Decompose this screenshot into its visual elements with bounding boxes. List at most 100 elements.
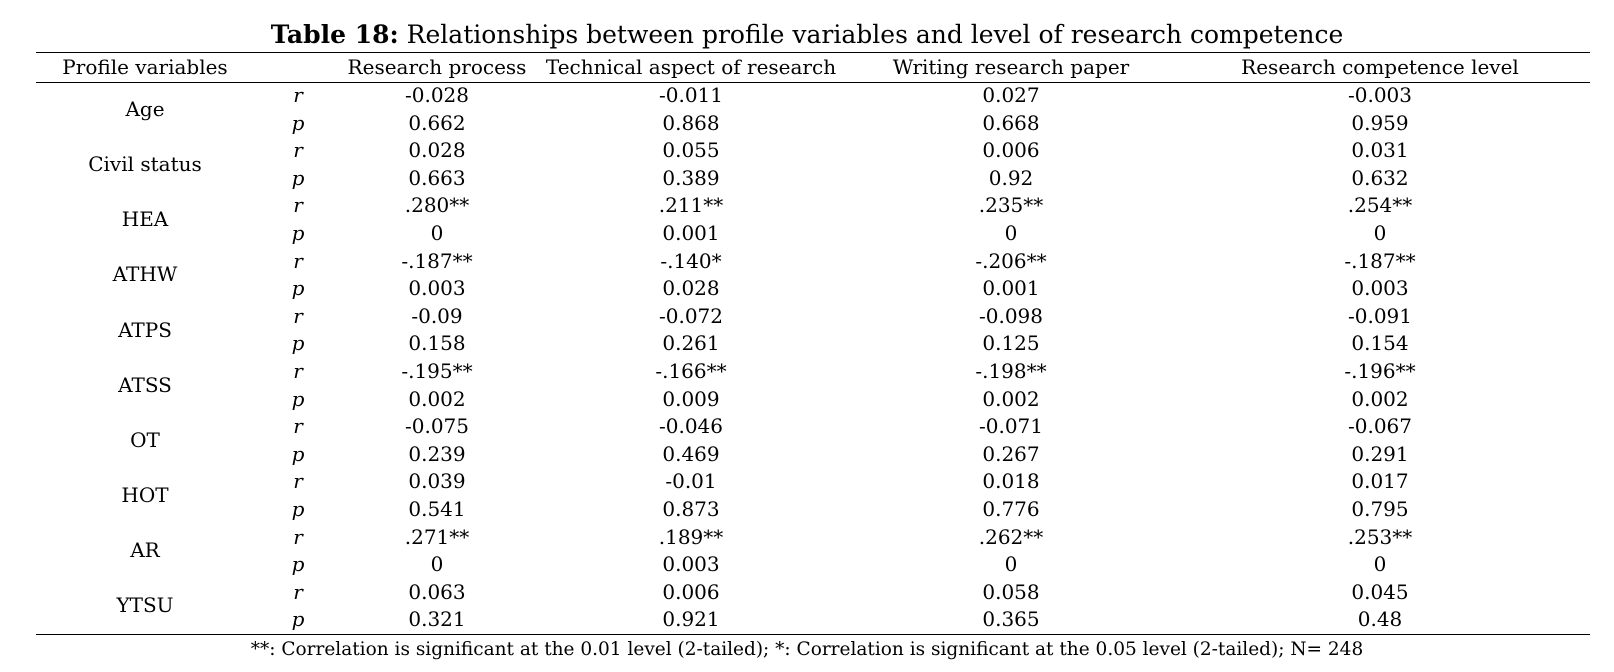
p-value-cell: 0.365 xyxy=(982,607,1040,632)
r-value-cell: 0.058 xyxy=(982,579,1040,604)
p-value-cell: 0.663 xyxy=(408,165,466,190)
table-row: p 0.158 0.261 0.125 0.154 xyxy=(36,330,1590,358)
r-value-cell: -.195** xyxy=(401,358,473,383)
p-value-cell: 0.321 xyxy=(408,607,466,632)
p-value-cell: 0.009 xyxy=(662,386,720,411)
r-value-cell: -0.071 xyxy=(978,414,1043,439)
p-value-cell: 0.158 xyxy=(408,331,466,356)
p-value-cell: 0.662 xyxy=(408,110,466,135)
p-stat-label: p xyxy=(291,165,305,190)
r-value-cell: 0.045 xyxy=(1351,579,1409,604)
profile-variable-cell: ATPS xyxy=(118,317,172,342)
p-stat-label: p xyxy=(291,220,305,245)
r-value-cell: -0.028 xyxy=(404,83,469,107)
r-value-cell: .253** xyxy=(1347,524,1413,549)
stat-label-cell: r xyxy=(254,413,344,441)
p-value-cell: 0.003 xyxy=(662,552,720,577)
table-row: p 0.002 0.009 0.002 0.002 xyxy=(36,386,1590,414)
r-stat-label: r xyxy=(293,414,303,439)
p-value-cell: 0.921 xyxy=(662,607,720,632)
p-value-cell: 0.959 xyxy=(1351,110,1409,135)
r-value-cell: 0.006 xyxy=(662,579,720,604)
table-row: ATHW r -.187** -.140* -.206** -.187** xyxy=(36,248,1590,287)
table-row: p 0.662 0.868 0.668 0.959 xyxy=(36,110,1590,138)
p-value-cell: 0.002 xyxy=(1351,386,1409,411)
table-row: p 0 0.001 0 0 xyxy=(36,220,1590,248)
p-value-cell: 0.002 xyxy=(408,386,466,411)
p-value-cell: 0.632 xyxy=(1351,165,1409,190)
stat-label-cell: p xyxy=(254,275,344,303)
table-bottom-rule xyxy=(36,634,1590,635)
stat-label-cell: p xyxy=(254,441,344,469)
r-stat-label: r xyxy=(293,358,303,383)
r-value-cell: -.187** xyxy=(401,248,473,273)
p-value-cell: 0 xyxy=(1373,220,1387,245)
table-header-rule xyxy=(36,82,1590,83)
profile-variable-cell: HEA xyxy=(121,207,169,232)
table-caption: Table 18: Relationships between profile … xyxy=(0,20,1614,50)
r-value-cell: -.187** xyxy=(1344,248,1416,273)
p-value-cell: 0.001 xyxy=(982,276,1040,301)
r-value-cell: -0.098 xyxy=(978,303,1043,328)
stat-label-cell: r xyxy=(254,303,344,331)
p-value-cell: 0.668 xyxy=(982,110,1040,135)
r-value-cell: 0.039 xyxy=(408,469,466,494)
p-stat-label: p xyxy=(291,386,305,411)
p-value-cell: 0.795 xyxy=(1351,496,1409,521)
p-stat-label: p xyxy=(291,607,305,632)
stat-label-cell: r xyxy=(254,358,344,386)
stat-label-cell: r xyxy=(254,468,344,496)
r-value-cell: -0.075 xyxy=(404,414,469,439)
r-value-cell: -0.072 xyxy=(658,303,723,328)
p-stat-label: p xyxy=(291,276,305,301)
r-value-cell: 0.028 xyxy=(408,138,466,163)
table-row: p 0.663 0.389 0.92 0.632 xyxy=(36,165,1590,193)
p-value-cell: 0.541 xyxy=(408,496,466,521)
table-header-row: Profile variables Research process Techn… xyxy=(36,53,1590,82)
profile-variable-cell: Civil status xyxy=(88,151,202,176)
p-stat-label: p xyxy=(291,552,305,577)
r-value-cell: 0.027 xyxy=(982,83,1040,107)
r-value-cell: 0.063 xyxy=(408,579,466,604)
r-value-cell: -0.046 xyxy=(658,414,723,439)
stat-label-cell: r xyxy=(254,192,344,220)
r-stat-label: r xyxy=(293,248,303,273)
stat-label-cell: r xyxy=(254,82,344,110)
table-row: HOT r 0.039 -0.01 0.018 0.017 xyxy=(36,468,1590,507)
header-stat xyxy=(254,53,344,82)
r-value-cell: .189** xyxy=(658,524,724,549)
p-value-cell: 0.003 xyxy=(408,276,466,301)
p-value-cell: 0.261 xyxy=(662,331,720,356)
p-value-cell: 0.469 xyxy=(662,441,720,466)
table-row: p 0.541 0.873 0.776 0.795 xyxy=(36,496,1590,524)
r-stat-label: r xyxy=(293,83,303,107)
stat-label-cell: p xyxy=(254,551,344,579)
p-value-cell: 0.001 xyxy=(662,220,720,245)
table-row: HEA r .280** .211** .235** .254** xyxy=(36,192,1590,231)
stat-label-cell: p xyxy=(254,165,344,193)
profile-variable-cell: HOT xyxy=(121,483,169,508)
stat-label-cell: r xyxy=(254,579,344,607)
r-stat-label: r xyxy=(293,303,303,328)
r-stat-label: r xyxy=(293,469,303,494)
r-value-cell: -.196** xyxy=(1344,358,1416,383)
p-value-cell: 0.028 xyxy=(662,276,720,301)
stat-label-cell: p xyxy=(254,386,344,414)
table-row: OT r -0.075 -0.046 -0.071 -0.067 xyxy=(36,413,1590,452)
r-value-cell: .254** xyxy=(1347,193,1413,218)
stat-label-cell: p xyxy=(254,330,344,358)
p-value-cell: 0.154 xyxy=(1351,331,1409,356)
r-value-cell: .271** xyxy=(404,524,470,549)
stat-label-cell: r xyxy=(254,248,344,276)
profile-variable-cell: ATHW xyxy=(112,262,178,287)
stat-label-cell: p xyxy=(254,110,344,138)
table-row: Civil status r 0.028 0.055 0.006 0.031 xyxy=(36,137,1590,176)
p-value-cell: 0 xyxy=(1373,552,1387,577)
table-row: p 0.003 0.028 0.001 0.003 xyxy=(36,275,1590,303)
r-value-cell: .235** xyxy=(978,193,1044,218)
r-value-cell: -0.01 xyxy=(665,469,717,494)
header-writing-research-paper: Writing research paper xyxy=(892,55,1130,79)
table-row: YTSU r 0.063 0.006 0.058 0.045 xyxy=(36,579,1590,618)
table-row: AR r .271** .189** .262** .253** xyxy=(36,524,1590,563)
table-top-rule xyxy=(36,52,1590,53)
